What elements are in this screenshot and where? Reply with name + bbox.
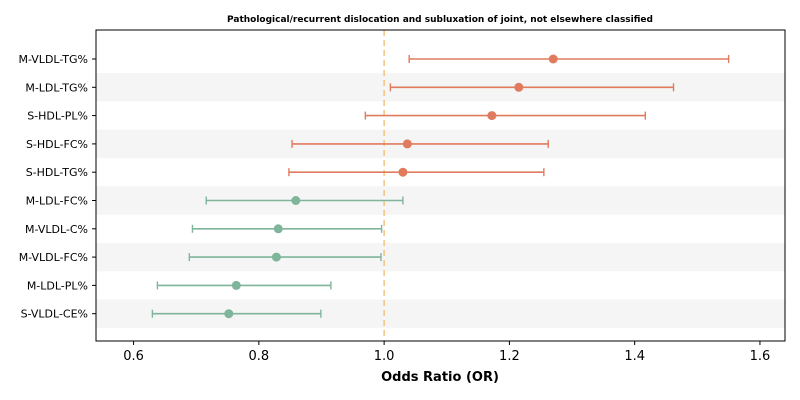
or-point — [273, 224, 283, 234]
y-tick-label: S-HDL-TG% — [26, 166, 88, 179]
plot-frame — [95, 29, 786, 342]
x-tick-label: 0.6 — [123, 349, 144, 364]
y-tick-label: M-VLDL-C% — [25, 223, 88, 236]
row-bands — [96, 73, 785, 328]
row-band — [96, 186, 785, 215]
y-tick-label: M-VLDL-FC% — [19, 251, 88, 264]
x-tick-label: 1.6 — [750, 349, 771, 364]
x-tick-label: 1.4 — [624, 349, 645, 364]
x-axis-label: Odds Ratio (OR) — [381, 370, 499, 385]
x-tick-label: 1.2 — [499, 349, 520, 364]
or-point — [548, 54, 558, 64]
or-point — [291, 196, 301, 205]
y-tick-label: M-LDL-TG% — [25, 81, 88, 94]
or-point — [402, 139, 412, 149]
y-tick-label: M-LDL-PL% — [27, 279, 88, 292]
chart-title: Pathological/recurrent dislocation and s… — [227, 15, 653, 25]
x-tick-label: 0.8 — [249, 349, 270, 364]
y-tick-label: S-HDL-FC% — [26, 138, 88, 151]
y-tick-label: M-VLDL-TG% — [18, 53, 88, 66]
x-tick-label: 1.0 — [374, 349, 395, 364]
y-axis: M-VLDL-TG% M-LDL-TG% S-HDL-PL% S-HDL-FC% S-H… — [18, 53, 96, 321]
or-point — [231, 280, 241, 290]
or-point — [224, 309, 234, 319]
or-point — [514, 82, 524, 92]
y-tick-label: S-VLDL-CE% — [21, 308, 88, 321]
y-tick-label: M-LDL-FC% — [26, 195, 88, 208]
or-point — [271, 252, 281, 262]
or-point — [398, 167, 408, 177]
estimate-marks — [151, 54, 730, 319]
or-point — [487, 111, 497, 121]
x-axis: 0.6 0.8 1.0 1.2 1.4 1.6 — [123, 341, 770, 364]
y-tick-label: S-HDL-PL% — [27, 110, 88, 123]
